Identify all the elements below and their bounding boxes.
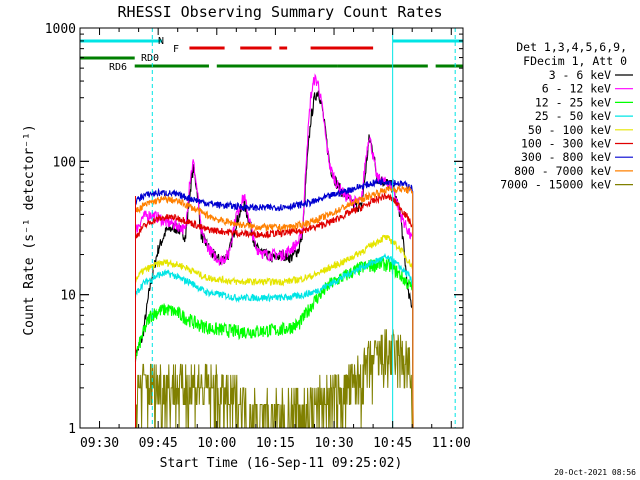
y-tick-label: 1 xyxy=(68,422,76,437)
series-line-7000-15000-kev xyxy=(135,329,413,429)
x-tick-label: 10:45 xyxy=(373,436,412,451)
legend-label: 300 - 800 keV xyxy=(521,150,611,164)
legend-label: 800 - 7000 keV xyxy=(514,164,611,178)
footer-date: 20-Oct-2021 08:56 xyxy=(554,468,636,477)
legend-label: 25 - 50 keV xyxy=(535,109,611,123)
legend: Det 1,3,4,5,6,9, FDecim 1, Att 0 3 - 6 k… xyxy=(500,40,633,192)
legend-header-line-1: Det 1,3,4,5,6,9, xyxy=(516,40,627,54)
y-tick-label: 1000 xyxy=(45,22,76,37)
flag-vertical-lines xyxy=(151,28,456,428)
x-tick-label: 11:00 xyxy=(432,436,471,451)
plot-frame xyxy=(79,27,464,429)
legend-label: 7000 - 15000 keV xyxy=(500,178,611,192)
x-tick-label: 09:30 xyxy=(80,436,119,451)
flag-label-rd0: RD0 xyxy=(141,53,159,64)
series-line-25-50-kev xyxy=(134,252,414,429)
series-line-100-300-kev xyxy=(134,192,414,429)
count-rate-series xyxy=(134,73,414,429)
legend-label: 3 - 6 keV xyxy=(549,68,611,82)
x-tick-label: 10:15 xyxy=(256,436,295,451)
observing-flags: NF RD0 RD6 xyxy=(80,36,463,73)
legend-label: 12 - 25 keV xyxy=(535,95,611,109)
legend-label: 6 - 12 keV xyxy=(542,82,611,96)
y-axis: 1 10 100 1000 xyxy=(45,22,463,437)
x-axis-label: Start Time (16-Sep-11 09:25:02) xyxy=(160,456,403,471)
flag-label-f: F xyxy=(173,44,179,55)
series-line-800-7000-kev xyxy=(134,184,414,429)
x-tick-label: 10:30 xyxy=(314,436,353,451)
legend-header-line-2: FDecim 1, Att 0 xyxy=(523,54,627,68)
chart-title: RHESSI Observing Summary Count Rates xyxy=(117,3,442,21)
series-line-300-800-kev xyxy=(134,178,414,429)
series-line-50-100-kev xyxy=(134,234,414,429)
y-axis-label: Count Rate (s⁻¹ detector⁻¹) xyxy=(22,124,37,335)
legend-label: 100 - 300 keV xyxy=(521,137,611,151)
y-tick-label: 10 xyxy=(60,289,76,304)
x-axis: 09:30 09:45 10:00 10:15 10:30 10:45 11:00 xyxy=(79,28,471,451)
legend-label: 50 - 100 keV xyxy=(528,123,611,137)
flag-label-n: N xyxy=(158,36,164,47)
x-tick-label: 10:00 xyxy=(197,436,236,451)
flag-label-rd6: RD6 xyxy=(109,62,127,73)
y-tick-label: 100 xyxy=(53,155,76,170)
series-line-6-12-kev xyxy=(134,73,414,429)
x-tick-label: 09:45 xyxy=(139,436,178,451)
